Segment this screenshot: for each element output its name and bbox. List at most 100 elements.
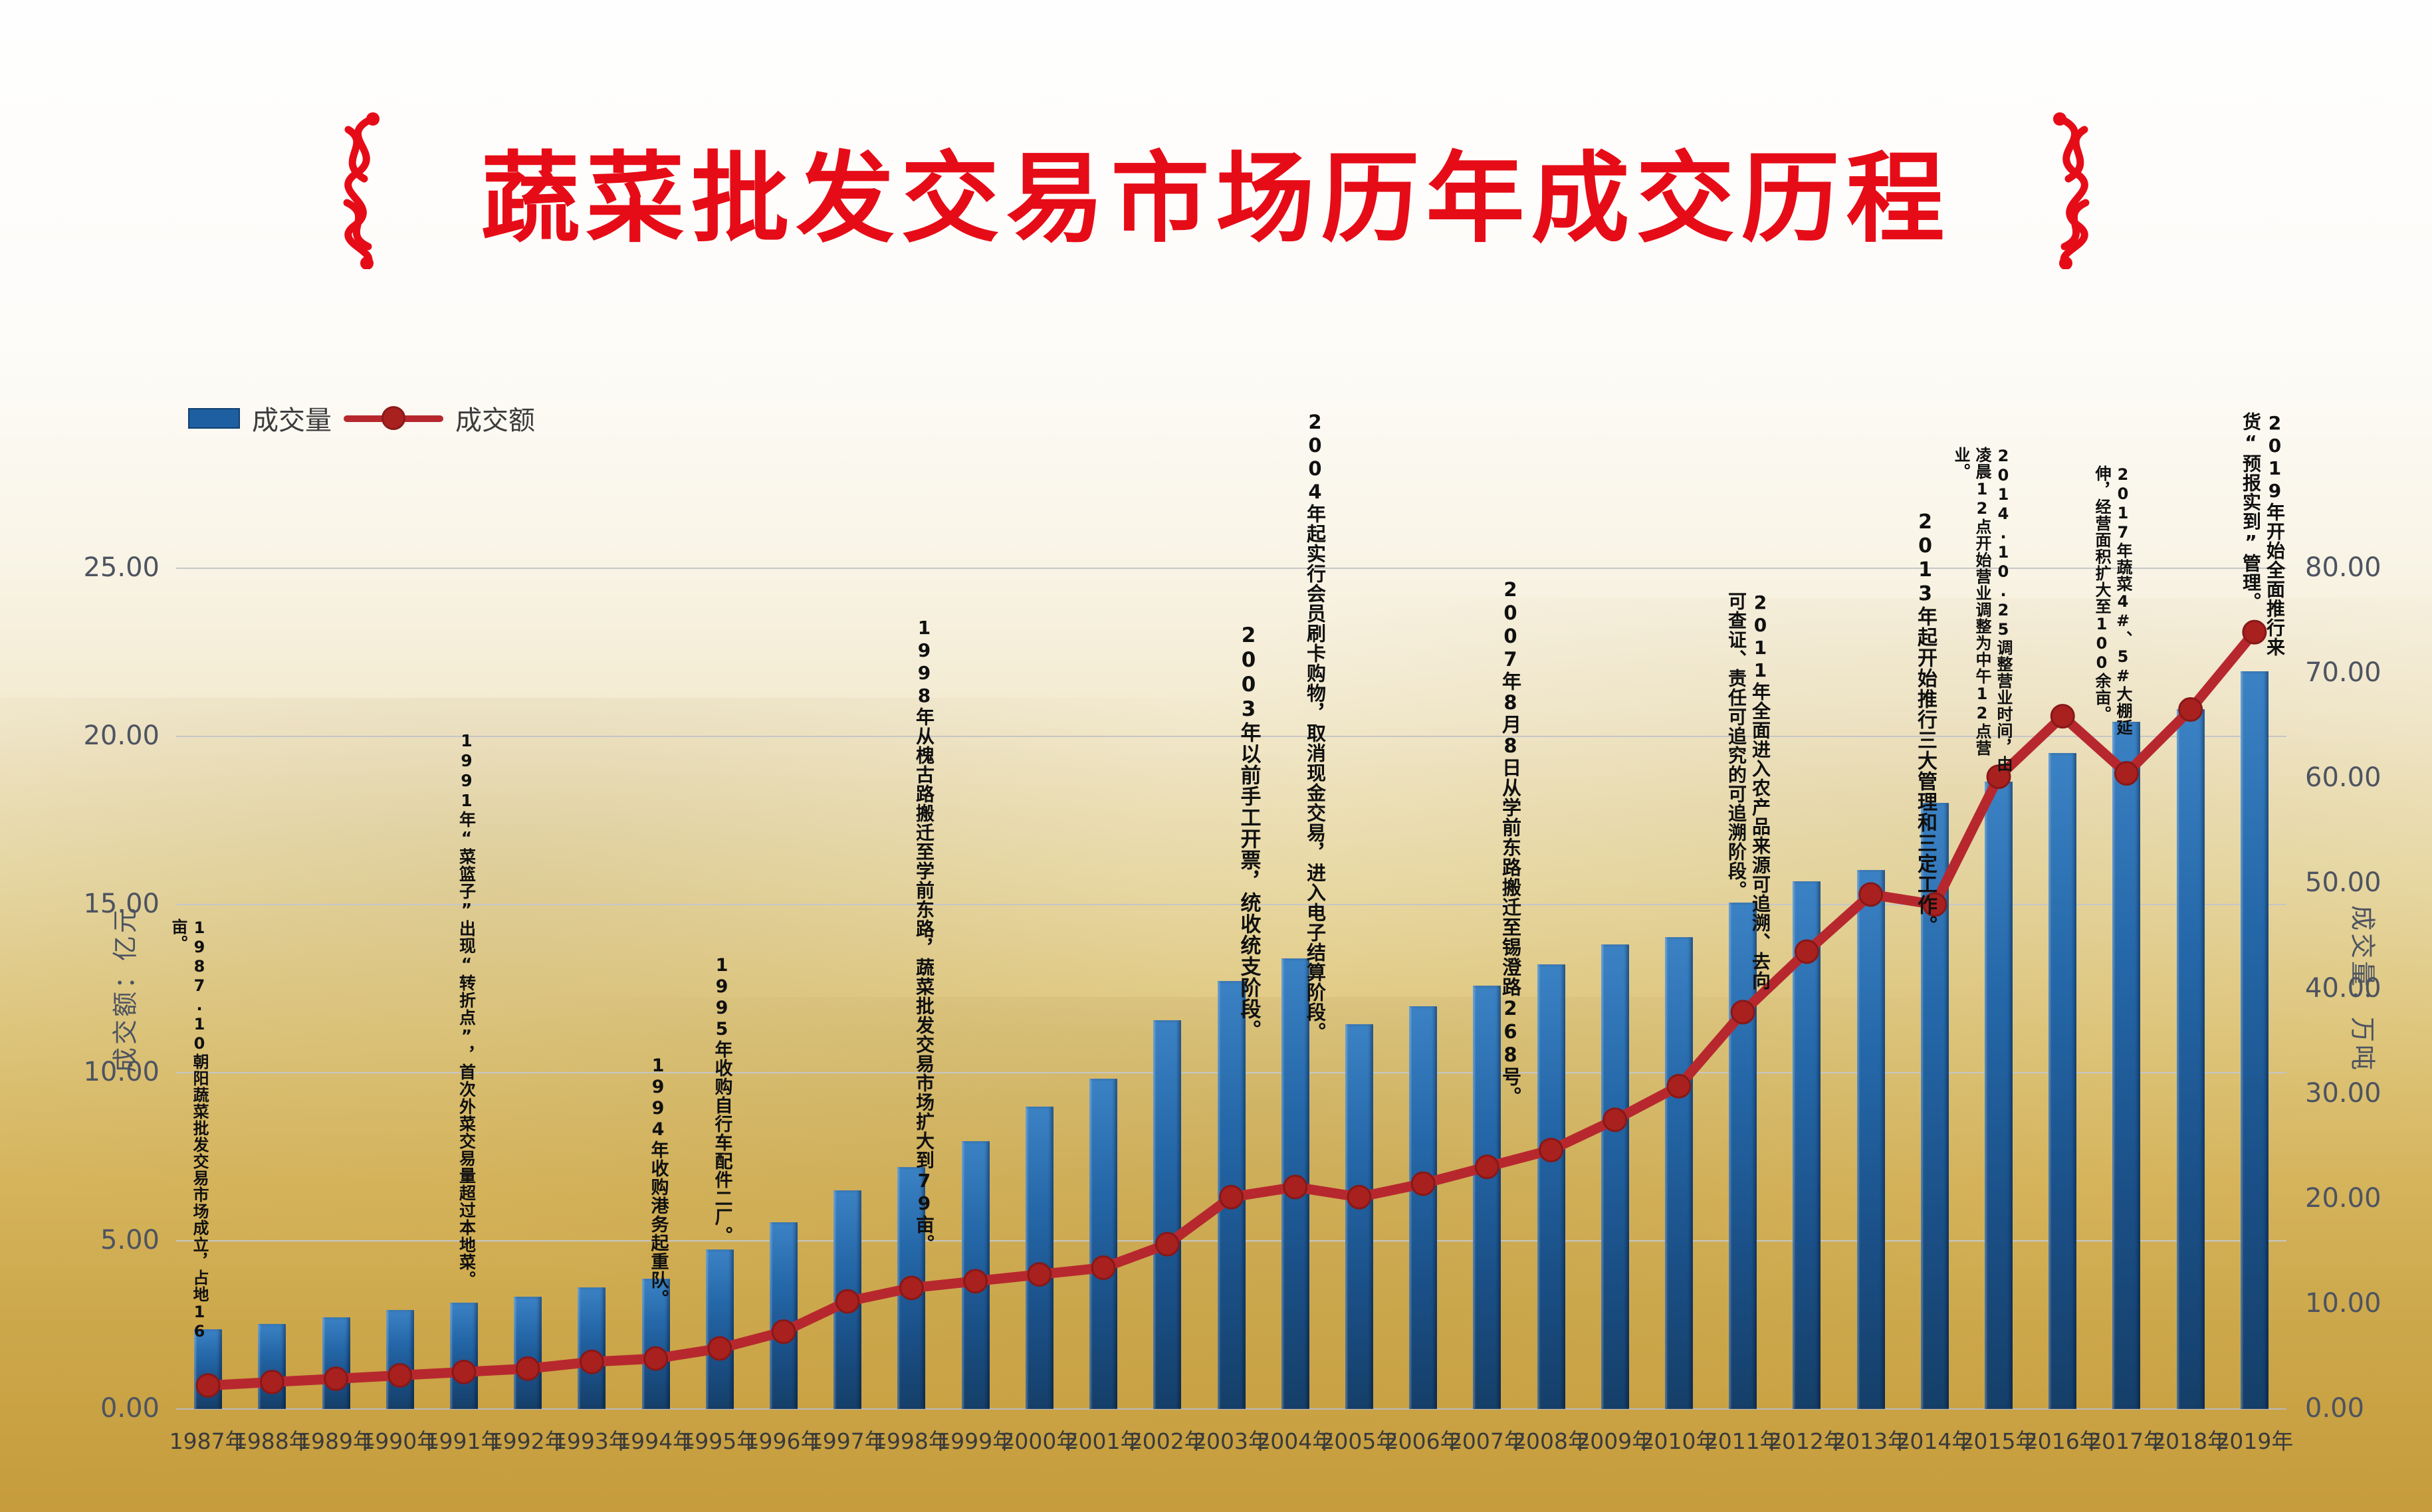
left-scroll-ornament-icon bbox=[343, 112, 380, 269]
annotation-1994年: 1994年收购港务起重队。 bbox=[647, 1055, 669, 1308]
bar-1999年 bbox=[961, 1140, 990, 1409]
bar-1995年 bbox=[705, 1249, 734, 1409]
bar-2005年 bbox=[1345, 1024, 1373, 1409]
bar-2016年 bbox=[2048, 753, 2077, 1409]
annotation-1987年: 1987.10朝阳蔬菜批发交易市场成立，占地16亩。 bbox=[169, 918, 209, 1341]
page-title: 蔬菜批发交易市场历年成交历程 bbox=[481, 141, 1951, 256]
x-axis-label-1992年: 1992年 bbox=[489, 1428, 567, 1454]
x-axis-label-1996年: 1996年 bbox=[744, 1428, 823, 1454]
x-axis-label-2006年: 2006年 bbox=[1384, 1428, 1462, 1454]
bar-1993年 bbox=[578, 1287, 606, 1409]
bar-1997年 bbox=[833, 1190, 862, 1409]
x-axis-label-1995年: 1995年 bbox=[681, 1428, 759, 1454]
left-axis-tick-25.00: 25.00 bbox=[83, 552, 160, 583]
x-axis-label-1994年: 1994年 bbox=[617, 1428, 695, 1454]
grid-line-15.00 bbox=[176, 904, 2286, 905]
legend-line-marker-icon bbox=[382, 406, 405, 430]
right-axis-tick-20.00: 20.00 bbox=[2305, 1182, 2381, 1214]
bar-2001年 bbox=[1089, 1079, 1118, 1409]
bar-2006年 bbox=[1409, 1006, 1438, 1409]
left-axis-tick-5.00: 5.00 bbox=[100, 1225, 160, 1255]
x-axis-label-2004年: 2004年 bbox=[1256, 1428, 1335, 1454]
left-axis-tick-0.00: 0.00 bbox=[100, 1393, 160, 1424]
bar-2007年 bbox=[1473, 985, 1501, 1409]
x-axis-label-2018年: 2018年 bbox=[2152, 1428, 2230, 1454]
left-axis-tick-20.00: 20.00 bbox=[83, 720, 160, 751]
annotation-2004年: 2004年起实行会员刷卡购物，取消现金交易，进入电子结算阶段。 bbox=[1303, 411, 1327, 1042]
bar-2009年 bbox=[1601, 944, 1629, 1409]
x-axis-label-1988年: 1988年 bbox=[233, 1428, 311, 1454]
bar-2018年 bbox=[2176, 708, 2205, 1409]
x-axis-label-2000年: 2000年 bbox=[1000, 1428, 1079, 1454]
right-axis-tick-60.00: 60.00 bbox=[2305, 762, 2381, 794]
x-axis-label-2003年: 2003年 bbox=[1192, 1428, 1270, 1454]
annotation-2019年: 2019年开始全面推行来货“预报实到”管理。 bbox=[2240, 412, 2286, 657]
x-axis-label-1999年: 1999年 bbox=[937, 1428, 1015, 1454]
bar-2015年 bbox=[1985, 781, 2013, 1409]
chart-legend: 成交量 成交额 bbox=[188, 399, 535, 437]
x-axis-label-1993年: 1993年 bbox=[552, 1428, 631, 1454]
bar-2002年 bbox=[1153, 1020, 1182, 1409]
x-axis-label-2017年: 2017年 bbox=[2087, 1428, 2165, 1454]
left-axis-title: 成交额：亿元 bbox=[110, 905, 140, 1073]
left-axis-tick-15.00: 15.00 bbox=[83, 889, 160, 919]
right-axis-title: 成交量：万吨 bbox=[2348, 905, 2377, 1073]
x-axis-label-2015年: 2015年 bbox=[1959, 1428, 2038, 1454]
x-axis-label-2005年: 2005年 bbox=[1320, 1428, 1398, 1454]
bar-2010年 bbox=[1664, 937, 1693, 1409]
right-axis-tick-10.00: 10.00 bbox=[2305, 1287, 2381, 1319]
bar-1990年 bbox=[386, 1310, 414, 1409]
annotation-2014年: 2014.10.25调整营业时间，由凌晨12点开始营业调整为中午12点营业。 bbox=[1951, 447, 2013, 772]
x-axis-label-1998年: 1998年 bbox=[872, 1428, 950, 1454]
x-axis-label-2011年: 2011年 bbox=[1704, 1428, 1782, 1454]
annotation-2013年: 2013年起开始推行三大管理和三定工作。 bbox=[1914, 510, 1937, 936]
x-axis-label-2009年: 2009年 bbox=[1576, 1428, 1654, 1454]
x-axis-label-2008年: 2008年 bbox=[1512, 1428, 1591, 1454]
x-axis-label-2019年: 2019年 bbox=[2215, 1428, 2294, 1454]
bar-2012年 bbox=[1793, 881, 1821, 1409]
bar-2000年 bbox=[1025, 1106, 1053, 1409]
x-axis-label-1997年: 1997年 bbox=[808, 1428, 887, 1454]
bar-2008年 bbox=[1537, 964, 1565, 1409]
x-axis-label-2002年: 2002年 bbox=[1128, 1428, 1206, 1454]
right-axis-tick-30.00: 30.00 bbox=[2305, 1077, 2381, 1109]
left-axis-tick-10.00: 10.00 bbox=[83, 1057, 160, 1087]
x-axis-label-1991年: 1991年 bbox=[425, 1428, 503, 1454]
annotation-2017年: 2017年蔬菜4#、5#大棚延伸，经营面积扩大至100余亩。 bbox=[2092, 465, 2132, 736]
volume-legend-label: 成交量 bbox=[252, 405, 332, 436]
grid-line-0.00 bbox=[176, 1408, 2286, 1410]
x-axis-label-2014年: 2014年 bbox=[1896, 1428, 1974, 1454]
right-axis-tick-0.00: 0.00 bbox=[2305, 1393, 2365, 1424]
bar-2017年 bbox=[2112, 721, 2141, 1409]
bar-1988年 bbox=[258, 1323, 286, 1409]
data-point-2016年 bbox=[2050, 704, 2075, 729]
right-axis-tick-80.00: 80.00 bbox=[2305, 552, 2381, 583]
right-axis-tick-40.00: 40.00 bbox=[2305, 972, 2381, 1004]
right-axis-tick-50.00: 50.00 bbox=[2305, 867, 2381, 899]
bar-1991年 bbox=[449, 1303, 478, 1409]
x-axis-label-2016年: 2016年 bbox=[2023, 1428, 2102, 1454]
header: 蔬菜批发交易市场历年成交历程 bbox=[308, 110, 2124, 269]
x-axis-label-2013年: 2013年 bbox=[1832, 1428, 1910, 1454]
bar-1989年 bbox=[322, 1317, 350, 1409]
annotation-1995年: 1995年收购自行车配件二厂。 bbox=[711, 955, 732, 1245]
bar-1992年 bbox=[514, 1296, 542, 1409]
annotation-2007年: 2007年8月8日从学前东路搬迁至锡澄路268号。 bbox=[1499, 578, 1522, 1107]
annotation-1998年: 1998年从槐古路搬迁至学前东路，蔬菜批发交易市场扩大到79亩。 bbox=[913, 617, 935, 1253]
x-axis-label-2007年: 2007年 bbox=[1448, 1428, 1526, 1454]
amount-legend-swatch bbox=[344, 406, 443, 430]
x-axis-label-1989年: 1989年 bbox=[297, 1428, 376, 1454]
x-axis-label-2010年: 2010年 bbox=[1640, 1428, 1718, 1454]
volume-legend-swatch bbox=[188, 407, 240, 429]
amount-legend-label: 成交额 bbox=[455, 405, 535, 436]
x-axis-label-1987年: 1987年 bbox=[169, 1428, 247, 1454]
annotation-2011年: 2011年全面进入农产品来源可追溯、去向可查证、责任可追究的可追溯阶段。 bbox=[1725, 592, 1771, 990]
right-scroll-ornament-icon bbox=[2052, 112, 2089, 269]
grid-line-25.00 bbox=[176, 568, 2286, 569]
right-axis-tick-70.00: 70.00 bbox=[2305, 657, 2381, 689]
bar-1996年 bbox=[770, 1222, 798, 1409]
annotation-1991年: 1991年“菜篮子”出现“转折点”，首次外菜交易量超过本地菜。 bbox=[457, 731, 477, 1288]
x-axis-label-1990年: 1990年 bbox=[361, 1428, 439, 1454]
